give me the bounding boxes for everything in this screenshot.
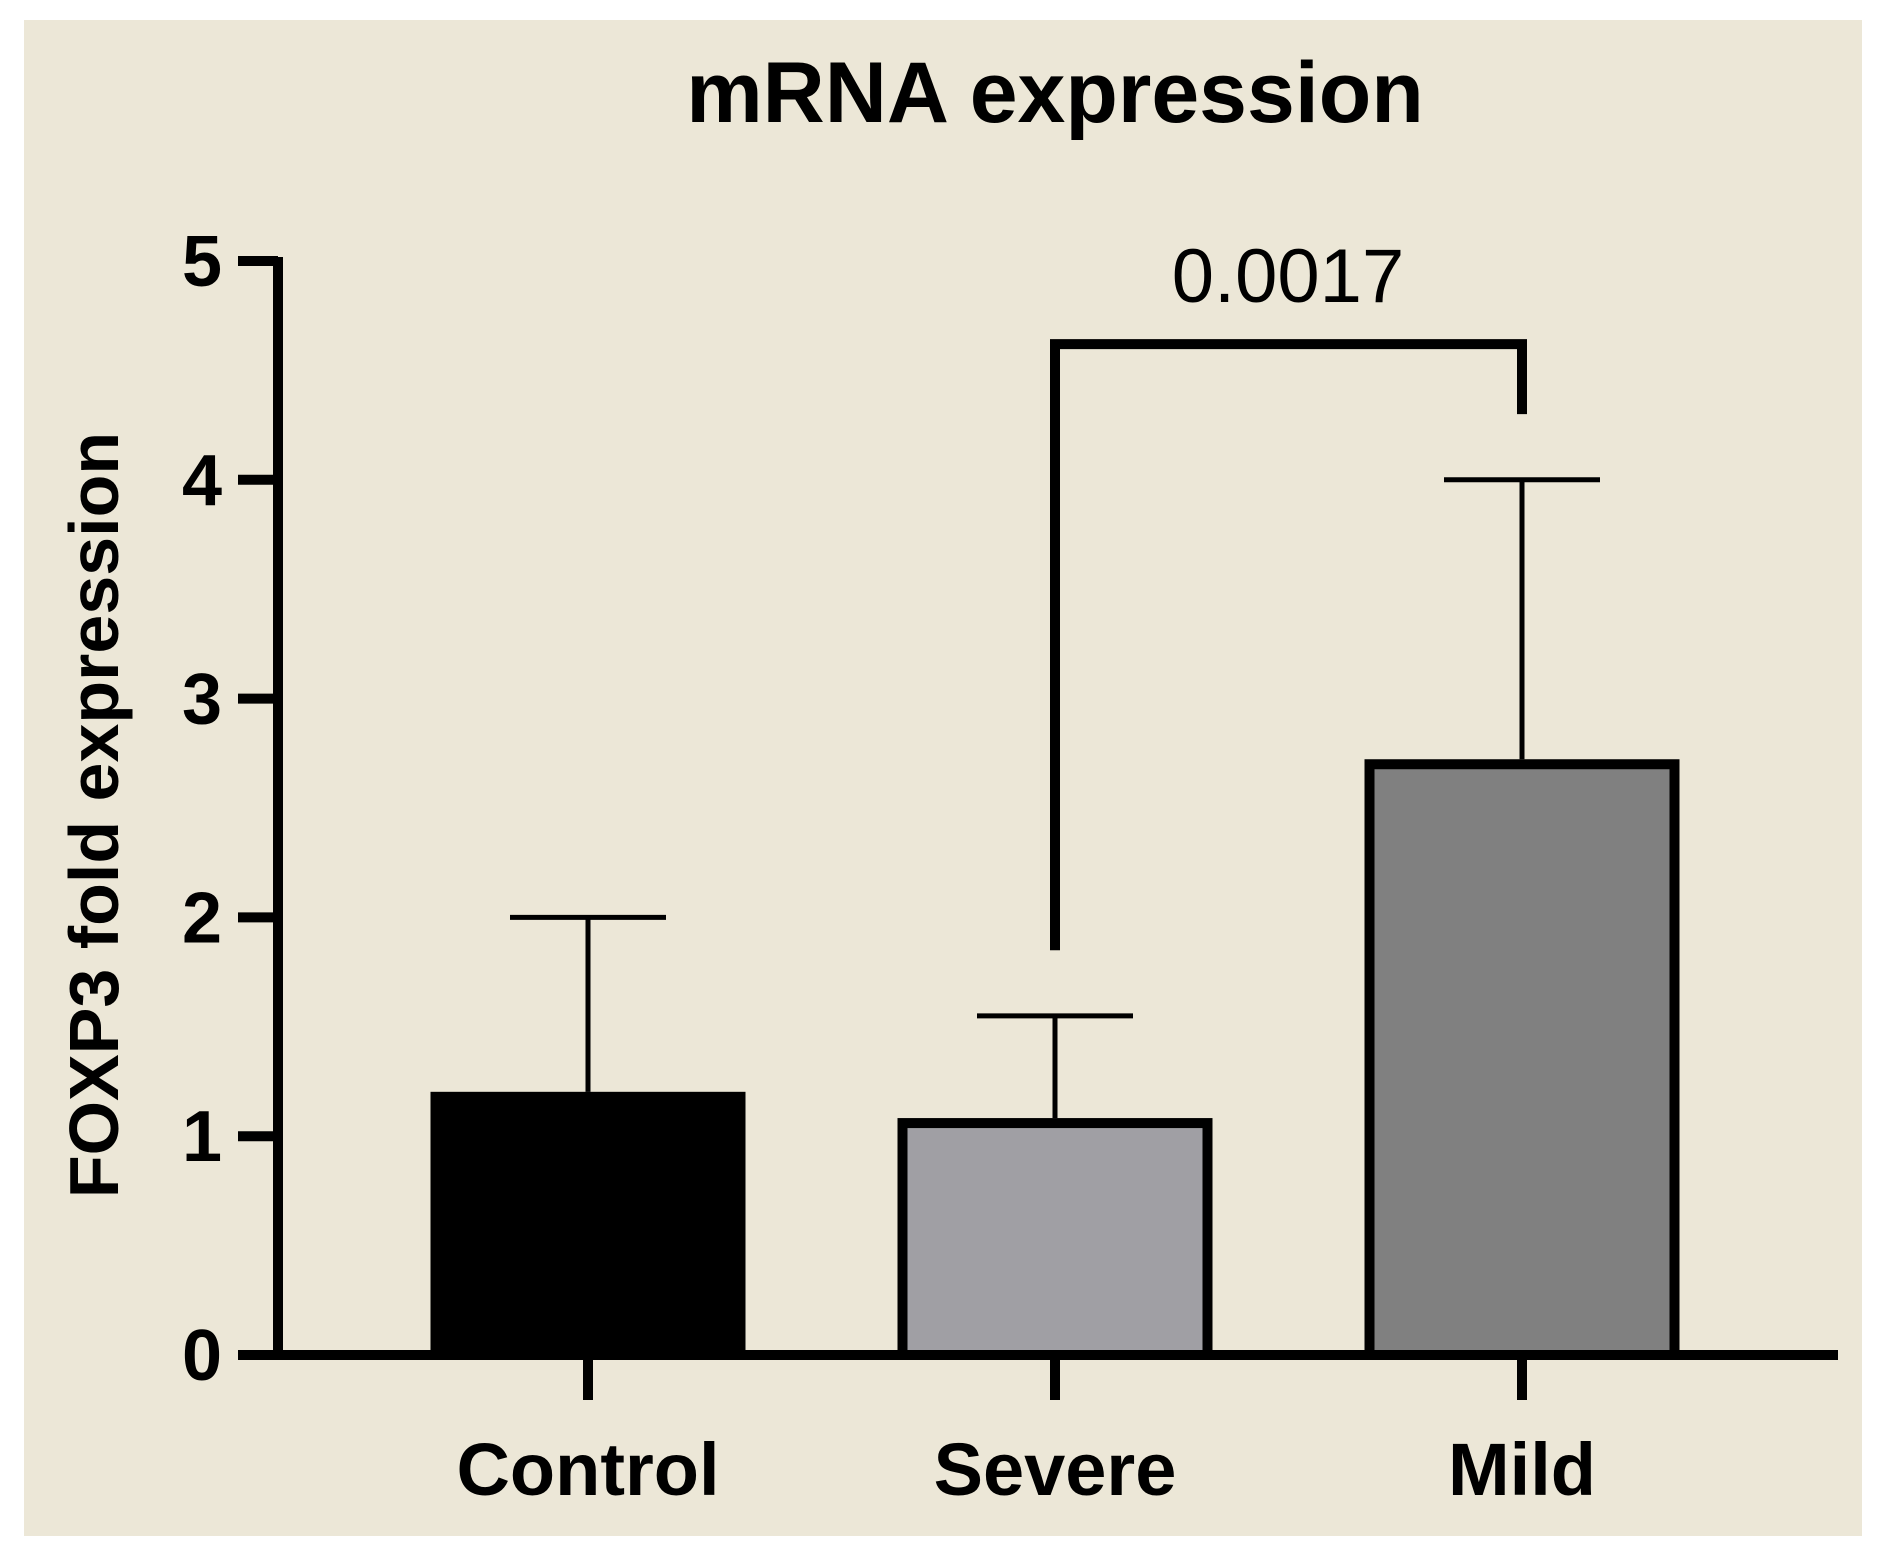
bar-control <box>430 1091 746 1361</box>
x-axis-tick-labels: Control Severe Mild <box>456 1355 1596 1511</box>
y-tick-label: 2 <box>182 878 222 958</box>
y-tick-label: 3 <box>182 660 222 740</box>
error-bars <box>510 477 1600 1119</box>
bar-mild <box>1364 759 1680 1360</box>
y-tick-label: 1 <box>182 1097 222 1177</box>
x-tick-label: Control <box>456 1428 719 1511</box>
bar-severe <box>897 1118 1213 1361</box>
y-tick-label: 4 <box>182 441 222 521</box>
significance-bracket: 0.0017 <box>1050 234 1527 951</box>
x-tick-label: Mild <box>1448 1428 1596 1511</box>
y-axis-ticks: 0 1 2 3 4 5 <box>182 222 278 1396</box>
y-axis-label: FOXP3 fold expression <box>55 432 133 1198</box>
p-value-label: 0.0017 <box>1172 234 1404 319</box>
y-tick-label: 0 <box>182 1316 222 1396</box>
y-tick-label: 5 <box>182 222 222 302</box>
significance-bracket-line <box>1050 339 1527 951</box>
x-tick-label: Severe <box>934 1428 1177 1511</box>
chart-title: mRNA expression <box>686 45 1424 141</box>
bars <box>430 759 1680 1361</box>
